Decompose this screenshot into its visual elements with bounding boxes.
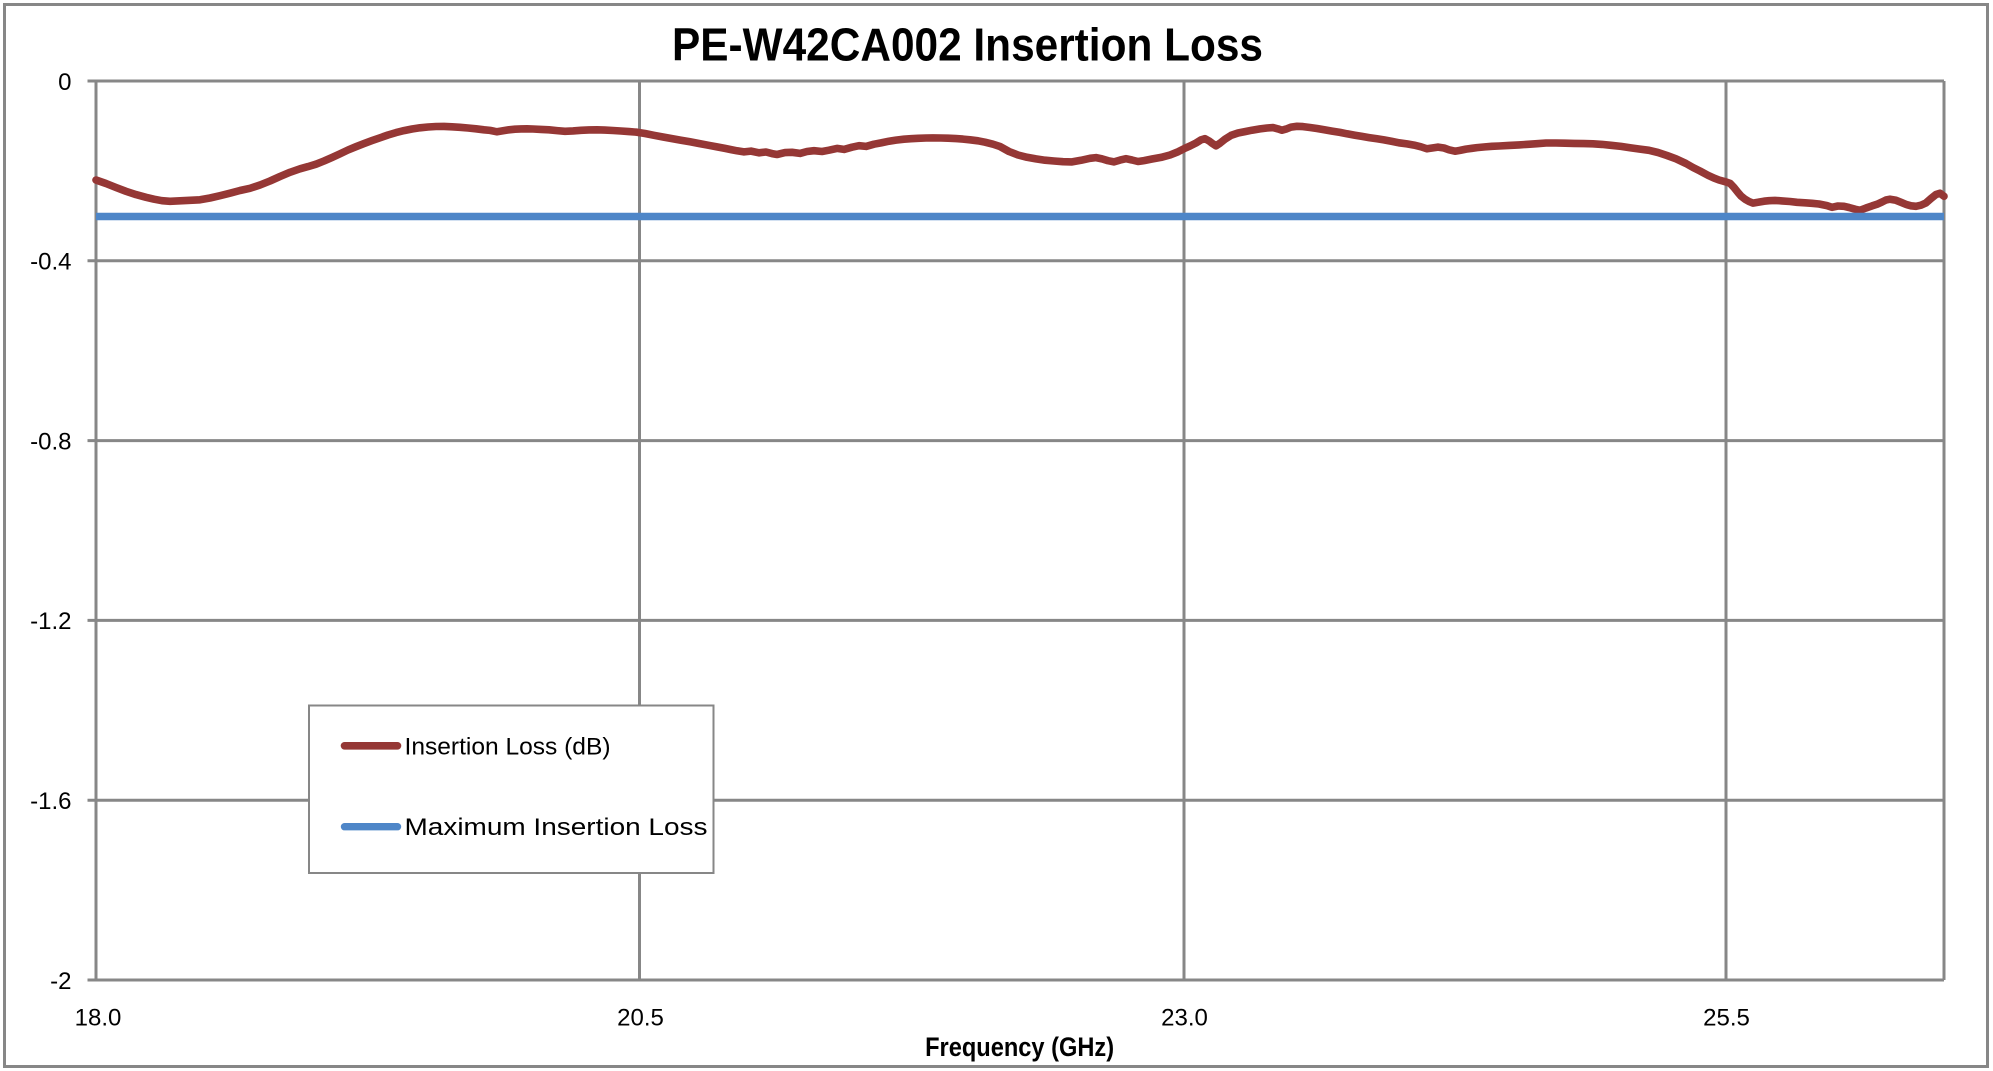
svg-text:-1.6: -1.6 <box>30 788 71 815</box>
svg-text:20.5: 20.5 <box>617 1004 664 1031</box>
svg-text:Maximum Insertion Loss: Maximum Insertion Loss <box>405 814 708 841</box>
svg-text:-0.4: -0.4 <box>30 249 71 276</box>
svg-text:Insertion Loss (dB): Insertion Loss (dB) <box>405 733 611 760</box>
svg-text:PE-W42CA002 Insertion Loss: PE-W42CA002 Insertion Loss <box>672 19 1263 71</box>
svg-text:-0.8: -0.8 <box>30 428 71 455</box>
svg-text:23.0: 23.0 <box>1161 1004 1208 1031</box>
svg-text:Frequency (GHz): Frequency (GHz) <box>925 1032 1114 1062</box>
svg-text:0: 0 <box>58 69 71 96</box>
svg-text:18.0: 18.0 <box>75 1004 122 1031</box>
svg-text:25.5: 25.5 <box>1703 1004 1750 1031</box>
svg-text:-2: -2 <box>50 968 71 995</box>
svg-text:-1.2: -1.2 <box>30 608 71 635</box>
